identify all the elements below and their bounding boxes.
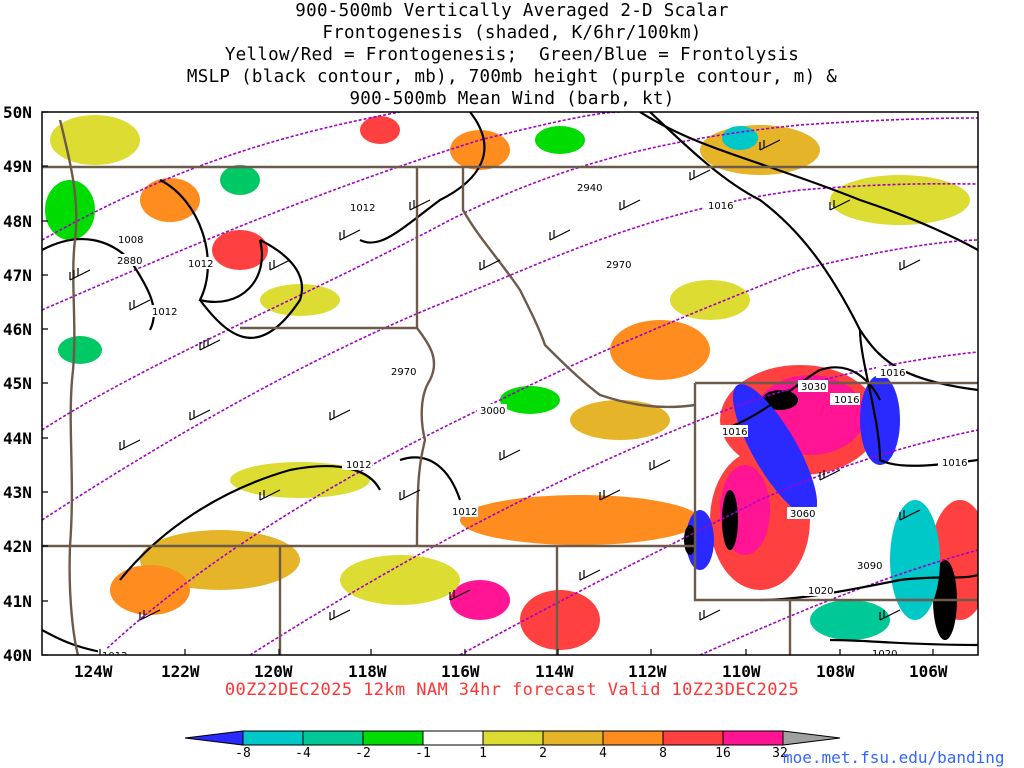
mslp-label-7: 1012 (102, 651, 127, 662)
lat-label-43n: 43N (3, 483, 32, 502)
mslp-label-1: 1012 (350, 203, 375, 214)
lon-label-112w: 112W (628, 662, 667, 681)
lat-label-46n: 46N (3, 320, 32, 339)
title-line-2: Frontogenesis (shaded, K/6hr/100km) (322, 23, 702, 43)
colorbar-bin-4 (422, 730, 484, 746)
frontolysis-shading (45, 126, 758, 414)
height-label-3090: 3090 (857, 561, 882, 572)
colorbar-label-neg8: -8 (235, 746, 251, 761)
colorbar-label-4: 4 (599, 746, 607, 761)
colorbar-min-arrow (184, 730, 244, 746)
mslp-label-6: 1012 (452, 507, 477, 518)
colorbar-label-neg1: -1 (415, 746, 431, 761)
height-label-2880: 2880 (117, 256, 142, 267)
colorbar (184, 730, 841, 746)
intense-frontogenesis-band (684, 365, 978, 640)
height-label-2940: 2940 (577, 183, 602, 194)
colorbar-label-neg2: -2 (355, 746, 371, 761)
wind-barbs (69, 139, 921, 621)
colorbar-label-neg4: -4 (295, 746, 311, 761)
lat-label-45n: 45N (3, 374, 32, 393)
lat-label-49n: 49N (3, 157, 32, 176)
colorbar-label-1: 1 (479, 746, 487, 761)
colorbar-bin-6 (542, 730, 604, 746)
height-contours (42, 112, 978, 655)
mslp-label-13: 1020 (808, 586, 833, 597)
mslp-label-8: 1016 (708, 201, 733, 212)
colorbar-max-arrow (782, 730, 841, 746)
state-borders (42, 119, 978, 655)
title-line-4: MSLP (black contour, mb), 700mb height (… (186, 67, 838, 87)
lat-label-41n: 41N (3, 592, 32, 611)
colorbar-bin-3 (362, 730, 424, 746)
lat-label-44n: 44N (3, 429, 32, 448)
mslp-labels: 1012 1008 1012 1012 1012 1012 1012 1016 … (98, 199, 968, 662)
axis-ticks (42, 111, 934, 656)
lon-label-122w: 122W (161, 662, 200, 681)
lat-label-48n: 48N (3, 212, 32, 231)
height-label-2970-b: 2970 (391, 367, 416, 378)
title-line-3: Yellow/Red = Frontogenesis; Green/Blue =… (224, 45, 800, 65)
mslp-label-4: 1012 (152, 307, 177, 318)
title-block: 900-500mb Vertically Averaged 2-D Scalar… (0, 0, 1024, 110)
colorbar-bin-2 (302, 730, 364, 746)
lon-label-124w: 124W (74, 662, 113, 681)
mslp-label-10: 1016 (834, 395, 859, 406)
valid-time-label: 00Z22DEC2025 12km NAM 34hr forecast Vali… (224, 680, 800, 700)
lat-label-47n: 47N (3, 266, 32, 285)
colorbar-bin-1 (242, 730, 304, 746)
mslp-label-2: 1008 (118, 235, 143, 246)
mslp-label-11: 1016 (722, 427, 747, 438)
lon-label-116w: 116W (441, 662, 480, 681)
mslp-label-3: 1012 (188, 259, 213, 270)
colorbar-label-16: 16 (715, 746, 731, 761)
lat-label-42n: 42N (3, 537, 32, 556)
lon-label-118w: 118W (348, 662, 387, 681)
title-line-1: 900-500mb Vertically Averaged 2-D Scalar (295, 1, 729, 21)
height-labels: 2880 2940 2970 2970 3000 3030 3060 3090 (114, 181, 884, 572)
colorbar-label-32: 32 (772, 746, 788, 761)
colorbar-bin-7 (602, 730, 664, 746)
shading-layer: 1012 1008 1012 1012 1012 1012 1012 1016 … (42, 112, 978, 662)
height-label-3000: 3000 (480, 406, 505, 417)
lat-label-50n: 50N (3, 103, 32, 122)
colorbar-label-8: 8 (659, 746, 667, 761)
frontogenesis-shading (50, 115, 970, 650)
credit-url[interactable]: moe.met.fsu.edu/banding (783, 748, 1005, 767)
mslp-label-14: 1020 (872, 649, 897, 660)
lon-label-108w: 108W (816, 662, 855, 681)
lon-label-120w: 120W (254, 662, 293, 681)
height-label-2970-a: 2970 (606, 260, 631, 271)
colorbar-label-2: 2 (539, 746, 547, 761)
mslp-label-9: 1016 (880, 368, 905, 379)
lat-label-40n: 40N (3, 646, 32, 665)
lon-label-114w: 114W (535, 662, 574, 681)
colorbar-bin-8 (662, 730, 724, 746)
height-label-3060: 3060 (790, 509, 815, 520)
lon-label-106w: 106W (909, 662, 948, 681)
title-line-5: 900-500mb Mean Wind (barb, kt) (349, 89, 675, 109)
mslp-label-5: 1012 (346, 460, 371, 471)
height-label-3030: 3030 (801, 382, 826, 393)
mslp-label-12: 1016 (942, 458, 967, 469)
lon-label-110w: 110W (722, 662, 761, 681)
colorbar-bin-5 (482, 730, 544, 746)
